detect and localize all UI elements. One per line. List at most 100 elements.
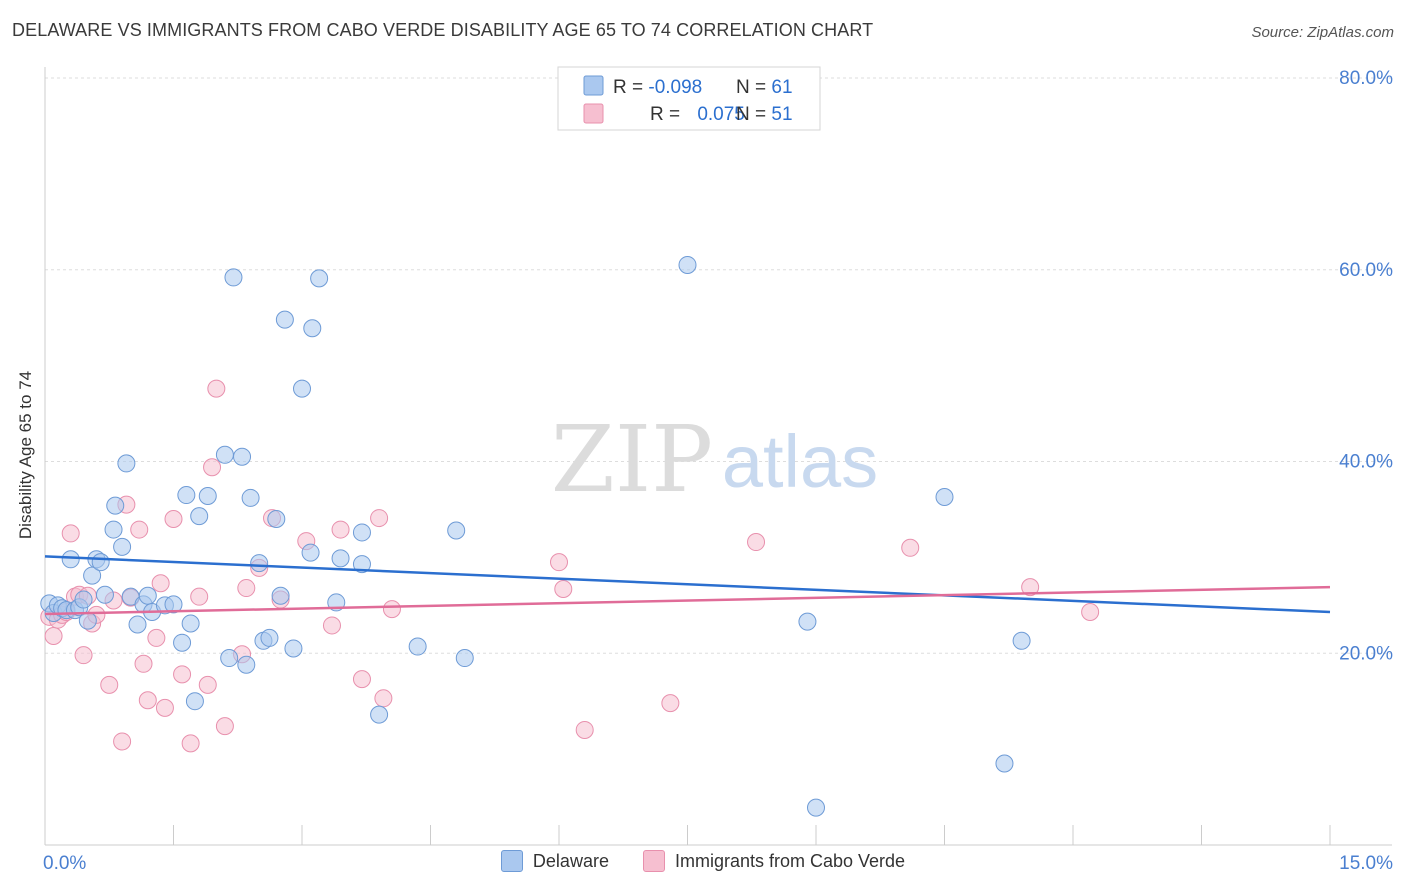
cabo-verde-trend-line xyxy=(44,585,1331,616)
delaware-point xyxy=(301,543,320,562)
delaware-point xyxy=(310,269,329,288)
y-tick-label-40: 40.0% xyxy=(1339,452,1393,473)
delaware-point xyxy=(250,554,269,573)
cabo-verde-point xyxy=(352,670,371,689)
delaware-point xyxy=(78,611,97,630)
cabo-verde-point xyxy=(374,689,393,708)
cabo-verde-point xyxy=(661,694,680,713)
delaware-point xyxy=(220,649,239,668)
watermark-zip: ZIP xyxy=(551,406,713,513)
cabo-verde-point xyxy=(322,616,341,635)
svg-text:R = 0.075: R = 0.075 xyxy=(613,104,771,125)
cabo-verde-point xyxy=(130,520,149,539)
cabo-verde-point xyxy=(1081,603,1100,622)
source-label: Source: ZipAtlas.com xyxy=(1251,24,1394,41)
legend-label-cabo-verde: Immigrants from Cabo Verde xyxy=(674,850,906,871)
cabo-verde-point xyxy=(113,732,132,751)
watermark-atlas: atlas xyxy=(722,420,878,503)
axes xyxy=(44,67,1392,846)
legend-r-value-2: 0.075 xyxy=(697,104,745,125)
legend-r-label-1: R = xyxy=(613,77,648,98)
y-tick-labels: 20.0% 40.0% 60.0% 80.0% xyxy=(1339,68,1393,664)
delaware-point xyxy=(303,319,322,338)
delaware-point xyxy=(798,612,817,631)
delaware-point xyxy=(1012,631,1031,650)
delaware-point xyxy=(935,487,954,506)
cabo-verde-point xyxy=(198,675,217,694)
series-legend: Delaware Immigrants from Cabo Verde xyxy=(0,850,1406,872)
legend-item-delaware[interactable]: Delaware xyxy=(500,850,609,872)
delaware-point xyxy=(104,520,123,539)
legend-swatch-cabo-verde xyxy=(583,103,604,124)
x-tick-labels: 0.0% 15.0% xyxy=(43,853,1393,874)
y-tick-label-20: 20.0% xyxy=(1339,643,1393,664)
cabo-verde-point xyxy=(155,698,174,717)
cabo-verde-point xyxy=(215,717,234,736)
delaware-point xyxy=(455,649,474,668)
delaware-point xyxy=(224,268,243,287)
legend-swatch-delaware-bottom xyxy=(500,850,523,872)
delaware-point xyxy=(807,798,825,817)
delaware-point xyxy=(190,507,209,526)
cabo-verde-point xyxy=(237,579,256,598)
cabo-verde-point xyxy=(370,509,389,528)
legend-n-value-2: 51 xyxy=(771,104,792,125)
delaware-point xyxy=(233,447,252,466)
delaware-point xyxy=(198,487,217,506)
cabo-verde-point xyxy=(207,379,226,398)
legend-n-value-1: 61 xyxy=(771,77,792,98)
grid-lines xyxy=(45,77,1392,654)
svg-text:R = -0.098: R = -0.098 xyxy=(613,77,702,98)
delaware-point xyxy=(173,633,192,652)
cabo-verde-point xyxy=(44,626,63,645)
cabo-verde-point xyxy=(134,654,153,673)
delaware-point xyxy=(995,754,1014,773)
legend-n-label-1: N = xyxy=(736,77,771,98)
cabo-verde-point xyxy=(575,720,594,739)
cabo-verde-point xyxy=(100,675,119,694)
delaware-point xyxy=(91,553,110,572)
cabo-verde-point xyxy=(901,538,920,557)
svg-text:N = 61: N = 61 xyxy=(736,77,793,98)
y-tick-label-80: 80.0% xyxy=(1339,68,1393,89)
legend-label-delaware: Delaware xyxy=(532,850,609,871)
delaware-point xyxy=(331,549,350,568)
cabo-verde-point xyxy=(181,734,200,753)
cabo-verde-point xyxy=(747,533,766,552)
legend-n-label-2: N = xyxy=(736,104,771,125)
legend-swatch-cabo-verde-bottom xyxy=(642,850,665,872)
delaware-point xyxy=(275,310,294,329)
cabo-verde-point xyxy=(331,520,350,539)
cabo-verde-point xyxy=(164,510,183,529)
delaware-point xyxy=(106,496,125,515)
y-tick-label-60: 60.0% xyxy=(1339,260,1393,281)
legend-r-label-2: R = xyxy=(650,104,685,125)
delaware-point xyxy=(113,537,132,556)
cabo-verde-point xyxy=(147,628,166,647)
cabo-verde-point xyxy=(61,524,80,543)
delaware-point xyxy=(215,445,234,464)
delaware-point xyxy=(370,705,389,724)
legend-item-cabo-verde[interactable]: Immigrants from Cabo Verde xyxy=(642,850,906,872)
delaware-point xyxy=(352,555,371,574)
delaware-points xyxy=(40,255,1031,817)
cabo-verde-point xyxy=(190,587,209,606)
cabo-verde-point xyxy=(74,646,93,665)
delaware-point xyxy=(260,628,279,647)
correlation-legend: R = -0.098 N = 61 R = 0.075 N = 51 xyxy=(557,66,821,131)
delaware-point xyxy=(74,590,93,609)
delaware-point xyxy=(352,523,371,542)
cabo-verde-point xyxy=(173,665,192,684)
delaware-point xyxy=(185,692,204,711)
delaware-point xyxy=(138,586,157,605)
delaware-point xyxy=(95,585,114,604)
delaware-point xyxy=(267,510,286,529)
cabo-verde-point xyxy=(151,574,170,593)
x-tick-label-min: 0.0% xyxy=(43,853,86,874)
cabo-verde-point xyxy=(554,580,573,599)
cabo-verde-point xyxy=(1021,578,1040,597)
delaware-point xyxy=(447,521,466,540)
delaware-point xyxy=(284,639,303,658)
legend-swatch-delaware xyxy=(583,75,604,96)
